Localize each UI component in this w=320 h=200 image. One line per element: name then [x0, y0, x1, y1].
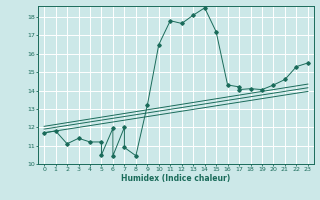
X-axis label: Humidex (Indice chaleur): Humidex (Indice chaleur): [121, 174, 231, 183]
